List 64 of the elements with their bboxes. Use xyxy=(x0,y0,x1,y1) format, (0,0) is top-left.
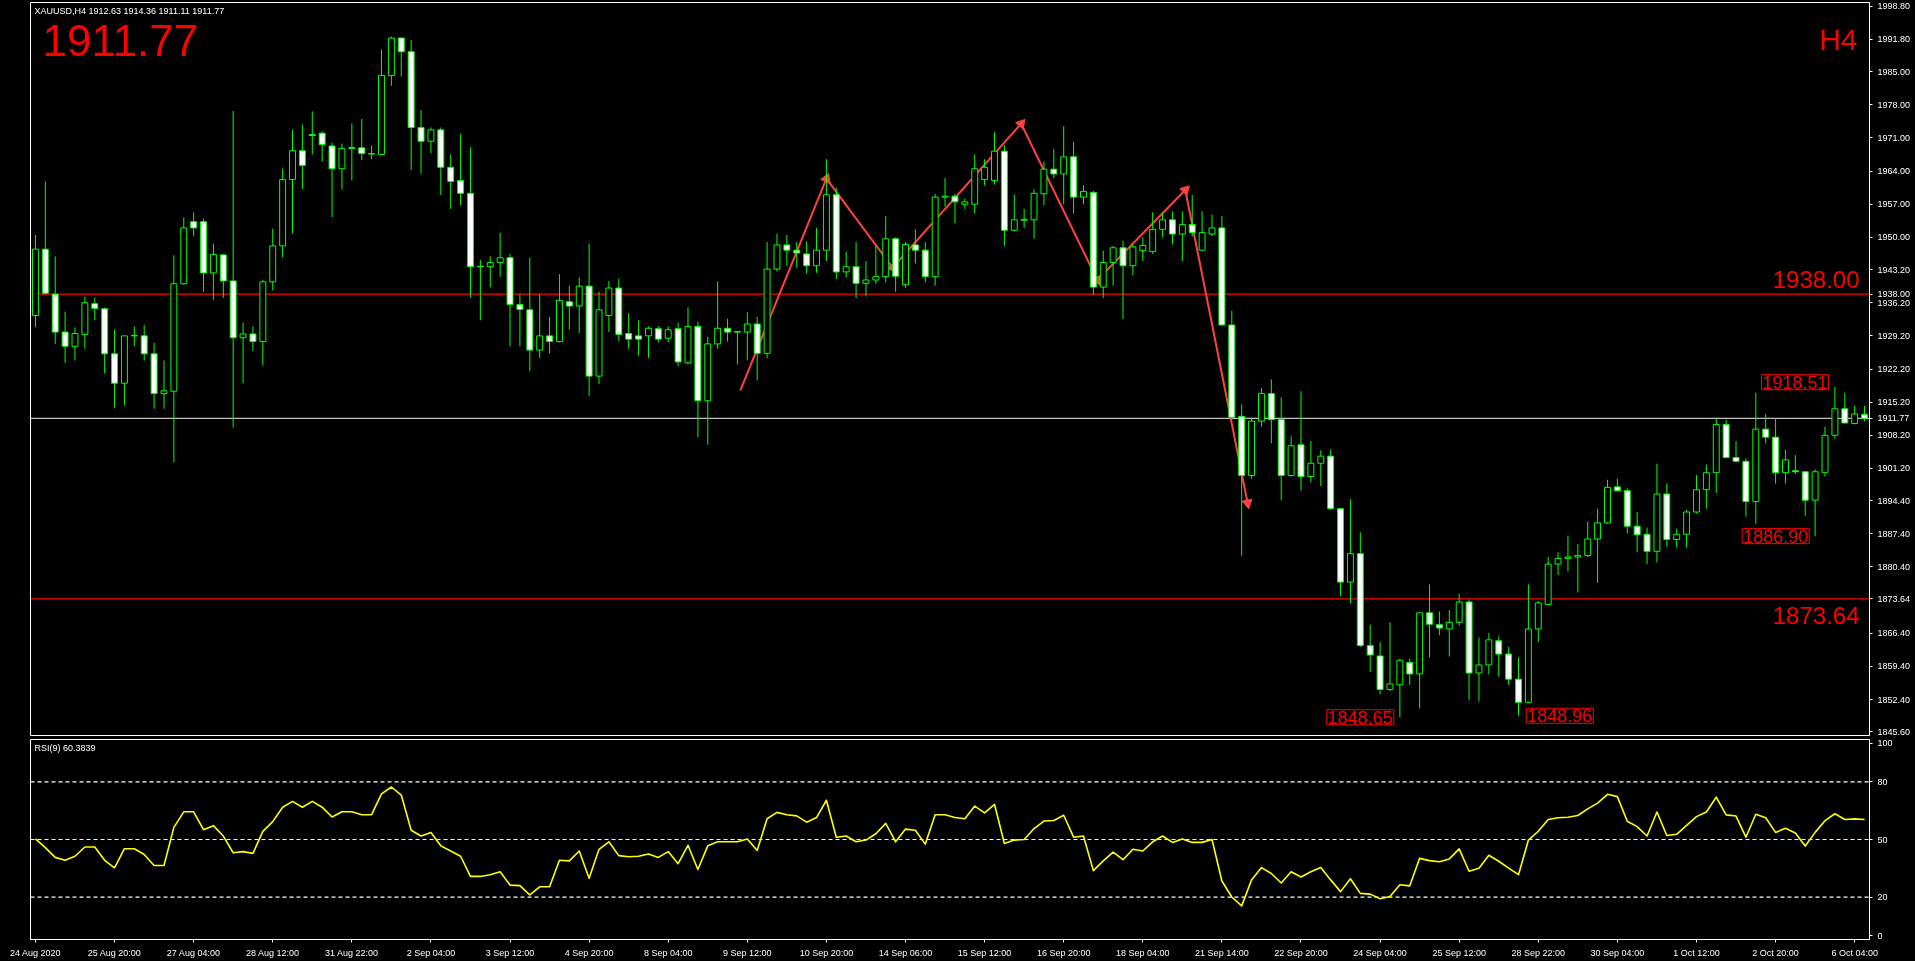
annotation: 1848.65 xyxy=(1327,707,1393,728)
y-tick-label: 1950.00 xyxy=(1877,232,1911,243)
y-tick-label: 1901.20 xyxy=(1877,463,1911,474)
x-tick-label: 24 Sep 04:00 xyxy=(1353,947,1407,958)
y-tick-label: 1957.00 xyxy=(1877,199,1911,210)
annotation: 1911.77 xyxy=(42,15,199,65)
y-tick-label: 1991.80 xyxy=(1877,34,1911,45)
x-tick-label: 8 Sep 04:00 xyxy=(643,947,693,958)
annotation: 1938.00 xyxy=(1772,266,1860,294)
x-tick-label: 4 Sep 20:00 xyxy=(564,947,614,958)
y-tick-label: 50 xyxy=(1877,834,1888,845)
x-tick-label: 25 Aug 20:00 xyxy=(87,947,141,958)
x-tick-label: 31 Aug 22:00 xyxy=(325,947,379,958)
x-tick-label: 18 Sep 04:00 xyxy=(1116,947,1170,958)
x-tick-label: 22 Sep 20:00 xyxy=(1274,947,1328,958)
annotation: 1848.96 xyxy=(1527,706,1593,727)
y-tick-label: 80 xyxy=(1877,776,1888,787)
y-tick-label: 100 xyxy=(1877,738,1893,749)
y-tick-label: 20 xyxy=(1877,892,1888,903)
x-tick-label: 25 Sep 12:00 xyxy=(1432,947,1486,958)
y-tick-label: 1859.40 xyxy=(1877,661,1911,672)
y-tick-label: 1845.60 xyxy=(1877,726,1911,737)
y-tick-label: 1929.20 xyxy=(1877,330,1911,341)
y-tick-label: 1998.80 xyxy=(1877,1,1911,12)
x-tick-label: 24 Aug 2020 xyxy=(9,947,61,958)
x-tick-label: 10 Sep 20:00 xyxy=(799,947,854,958)
x-tick-label: 15 Sep 12:00 xyxy=(957,947,1012,958)
y-tick-label: 1943.20 xyxy=(1877,264,1911,275)
x-tick-label: 30 Sep 04:00 xyxy=(1590,947,1645,958)
x-tick-label: 28 Sep 22:00 xyxy=(1511,947,1566,958)
x-tick-label: 9 Sep 12:00 xyxy=(723,947,772,958)
ref-line-label: 1938.00 xyxy=(1877,289,1911,300)
annotation: 1918.51 xyxy=(1762,372,1828,393)
x-tick-label: 28 Aug 12:00 xyxy=(245,947,300,958)
annotation: 1886.90 xyxy=(1743,526,1809,547)
x-tick-label: 1 Oct 12:00 xyxy=(1673,947,1720,958)
x-tick-label: 2 Sep 04:00 xyxy=(406,947,456,958)
y-tick-label: 1964.00 xyxy=(1877,166,1911,177)
y-tick-label: 1978.00 xyxy=(1877,99,1911,110)
chart-title: RSI(9) 60.3839 xyxy=(34,742,96,753)
y-tick-label: 1887.40 xyxy=(1877,528,1911,539)
annotation: H4 xyxy=(1819,22,1858,56)
x-tick-label: 27 Aug 04:00 xyxy=(166,947,220,958)
y-tick-label: 1852.40 xyxy=(1877,694,1911,705)
y-tick-label: 1985.00 xyxy=(1877,66,1911,77)
x-tick-label: 2 Oct 20:00 xyxy=(1752,947,1799,958)
y-tick-label: 1936.20 xyxy=(1877,297,1911,308)
y-tick-label: 1894.40 xyxy=(1877,495,1911,506)
y-tick-label: 1915.20 xyxy=(1877,397,1911,408)
chart-title: XAUUSD,H4 1912.63 1914.36 1911.11 1911.77 xyxy=(34,5,225,16)
x-tick-label: 6 Oct 04:00 xyxy=(1831,947,1878,958)
y-tick-label: 1880.40 xyxy=(1877,561,1911,572)
x-tick-label: 21 Sep 14:00 xyxy=(1195,947,1249,958)
annotation: 1873.64 xyxy=(1772,601,1860,629)
x-tick-label: 16 Sep 20:00 xyxy=(1036,947,1091,958)
y-tick-label: 1908.20 xyxy=(1877,430,1911,441)
y-tick-label: 1922.20 xyxy=(1877,364,1911,374)
ref-line-label: 1873.64 xyxy=(1877,593,1911,604)
ref-line-label: 1911.77 xyxy=(1877,413,1910,424)
y-tick-label: 1971.00 xyxy=(1877,132,1911,143)
y-tick-label: 1866.40 xyxy=(1877,628,1911,639)
x-tick-label: 14 Sep 06:00 xyxy=(878,947,933,958)
x-tick-label: 3 Sep 12:00 xyxy=(485,947,535,958)
y-tick-label: 0 xyxy=(1877,930,1883,941)
